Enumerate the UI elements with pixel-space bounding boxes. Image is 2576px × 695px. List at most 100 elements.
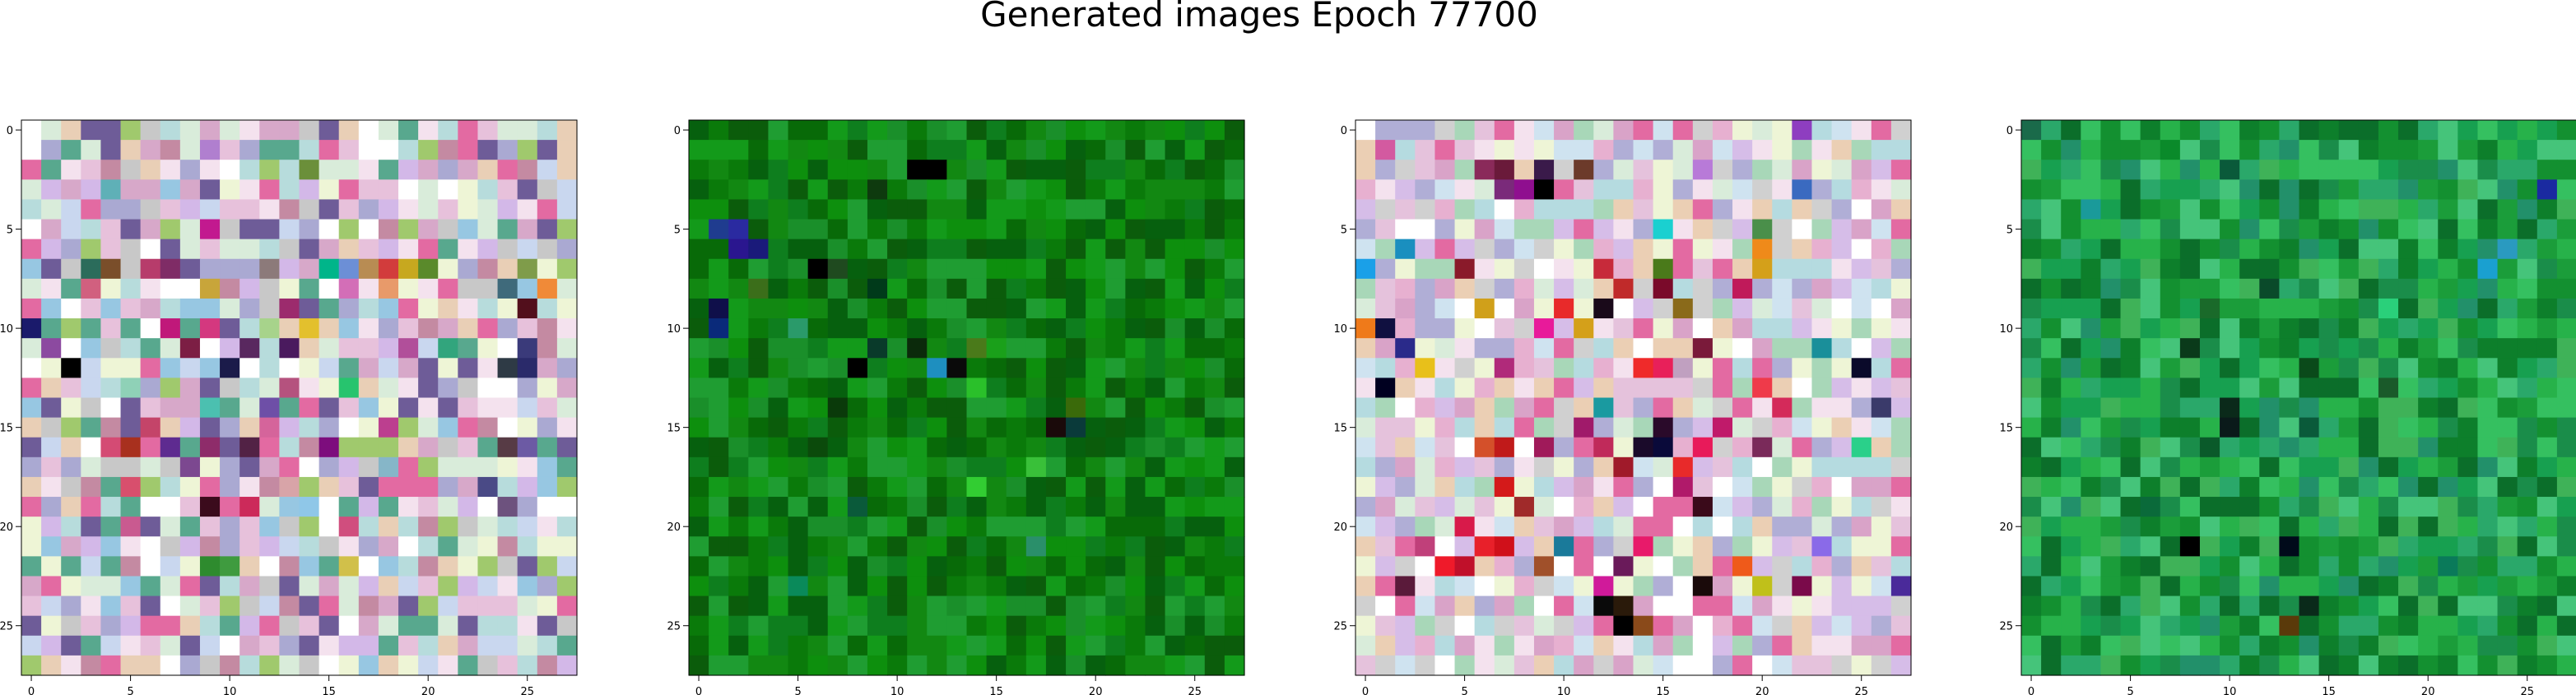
pixel-cell: [946, 239, 968, 260]
pixel-cell: [2220, 378, 2240, 399]
pixel-cell: [1792, 517, 1813, 537]
pixel-cell: [1890, 318, 1912, 339]
pixel-cell: [986, 338, 1007, 359]
pixel-cell: [61, 199, 81, 220]
pixel-cell: [338, 517, 360, 537]
pixel-cell: [1633, 199, 1654, 220]
pixel-cell: [1165, 497, 1186, 517]
pixel-cell: [887, 556, 908, 577]
pixel-cell: [1831, 298, 1853, 319]
pixel-cell: [2517, 556, 2538, 577]
x-tick-label: 15: [322, 686, 336, 695]
pixel-cell: [2081, 318, 2102, 339]
pixel-cell: [2438, 239, 2458, 260]
pixel-cell: [140, 358, 161, 378]
pixel-cell: [2318, 239, 2340, 260]
pixel-cell: [61, 517, 81, 537]
pixel-cell: [517, 417, 538, 438]
pixel-cell: [2160, 179, 2181, 201]
pixel-cell: [418, 338, 439, 359]
pixel-cell: [827, 576, 849, 597]
pixel-cell: [299, 476, 320, 498]
pixel-cell: [2418, 179, 2439, 201]
pixel-cell: [1355, 476, 1376, 498]
pixel-cell: [807, 199, 829, 220]
pixel-cell: [2120, 437, 2141, 458]
pixel-cell: [2259, 199, 2280, 220]
pixel-cell: [1355, 556, 1376, 577]
pixel-cell: [748, 278, 770, 299]
pixel-cell: [319, 576, 340, 597]
pixel-cell: [2239, 615, 2260, 637]
pixel-cell: [319, 417, 340, 438]
pixel-cell: [1831, 556, 1853, 577]
pixel-cell: [2259, 476, 2280, 498]
pixel-cell: [768, 258, 789, 280]
pixel-cell: [2358, 318, 2379, 339]
pixel-cell: [768, 140, 789, 160]
pixel-cell: [199, 179, 221, 201]
pixel-cell: [1811, 140, 1833, 160]
pixel-cell: [986, 140, 1007, 160]
pixel-cell: [1204, 160, 1225, 180]
pixel-cell: [1474, 576, 1495, 597]
pixel-cell: [497, 199, 518, 220]
pixel-cell: [946, 278, 968, 299]
pixel-cell: [1593, 417, 1614, 438]
pixel-cell: [517, 655, 538, 676]
pixel-cell: [1086, 417, 1106, 438]
pixel-cell: [2338, 239, 2360, 260]
pixel-cell: [1692, 338, 1713, 359]
pixel-cell: [418, 258, 439, 280]
pixel-cell: [1066, 655, 1086, 676]
pixel-cell: [1006, 338, 1027, 359]
pixel-cell: [1086, 318, 1106, 339]
pixel-cell: [728, 556, 749, 577]
pixel-cell: [2160, 378, 2181, 399]
pixel-cell: [1494, 318, 1515, 339]
pixel-cell: [319, 258, 340, 280]
pixel-cell: [1533, 655, 1555, 676]
pixel-cell: [887, 655, 908, 676]
pixel-cell: [728, 536, 749, 557]
pixel-cell: [867, 179, 888, 201]
pixel-cell: [160, 318, 181, 339]
pixel-cell: [418, 397, 439, 419]
pixel-cell: [358, 456, 379, 478]
pixel-cell: [2398, 140, 2419, 160]
pixel-cell: [2081, 298, 2102, 319]
pixel-cell: [2021, 358, 2042, 378]
pixel-cell: [120, 595, 142, 617]
pixel-cell: [1204, 655, 1225, 676]
pixel-cell: [1672, 140, 1694, 160]
pixel-cell: [556, 497, 578, 517]
pixel-cell: [100, 456, 122, 478]
pixel-cell: [1890, 120, 1912, 141]
pixel-cell: [1792, 378, 1813, 399]
pixel-cell: [2338, 517, 2360, 537]
pixel-cell: [2279, 378, 2300, 399]
pixel-cell: [1025, 437, 1047, 458]
pixel-cell: [867, 219, 888, 240]
pixel-cell: [867, 239, 888, 260]
pixel-cell: [2081, 417, 2102, 438]
pixel-cell: [1514, 318, 1535, 339]
pixel-cell: [1145, 536, 1166, 557]
pixel-cell: [1125, 338, 1146, 359]
pixel-cell: [827, 378, 849, 399]
pixel-cell: [1204, 476, 1225, 498]
pixel-cell: [986, 219, 1007, 240]
pixel-cell: [2239, 199, 2260, 220]
pixel-cell: [1395, 556, 1416, 577]
pixel-cell: [2179, 517, 2201, 537]
pixel-cell: [1871, 536, 1892, 557]
pixel-cell: [438, 358, 458, 378]
pixel-cell: [1474, 298, 1495, 319]
pixel-cell: [199, 278, 221, 299]
pixel-cell: [867, 517, 888, 537]
pixel-cell: [1692, 655, 1713, 676]
pixel-cell: [1415, 437, 1436, 458]
pixel-cell: [1792, 278, 1813, 299]
pixel-cell: [497, 338, 518, 359]
pixel-cell: [100, 437, 122, 458]
